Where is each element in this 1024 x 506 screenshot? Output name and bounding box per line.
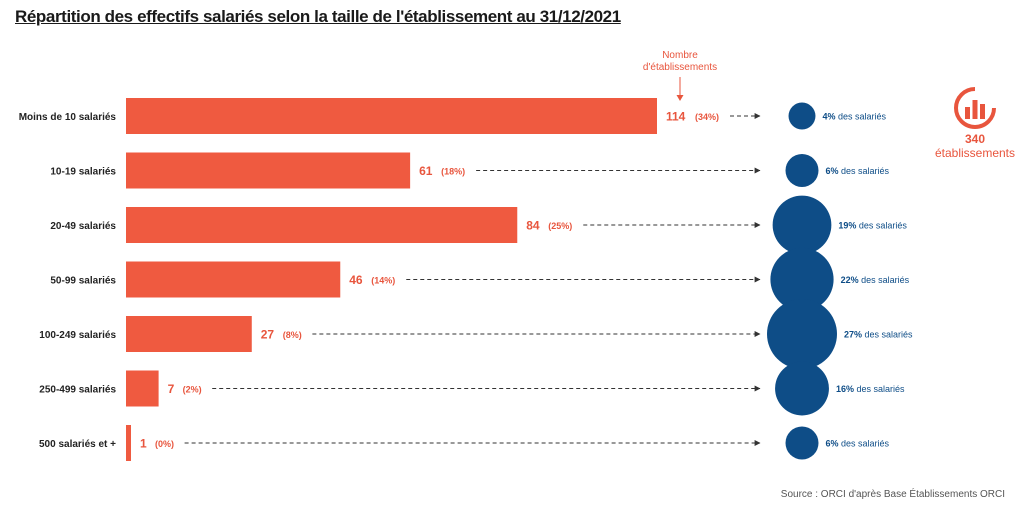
bubble-label-suffix: des salariés <box>839 439 890 449</box>
percent-label: (34%) <box>695 112 719 122</box>
category-label: 250-499 salariés <box>39 385 116 396</box>
bubble-label-percent: 27% <box>844 330 862 340</box>
total-label: établissements <box>934 146 1016 160</box>
bubble <box>785 154 819 187</box>
source-note: Source : ORCI d'après Base Établissement… <box>780 489 1005 500</box>
category-label: 20-49 salariés <box>50 221 116 232</box>
bubble-label-suffix: des salariés <box>862 330 913 340</box>
bar <box>126 261 341 298</box>
bubble-label: 6% des salariés <box>825 166 889 176</box>
bubble-label: 27% des salariés <box>844 330 913 340</box>
total-establishments: 340 établissements <box>930 86 1020 160</box>
total-value: 340 <box>964 132 986 146</box>
value-label: 7 <box>168 382 175 396</box>
category-label: 50-99 salariés <box>50 276 116 287</box>
percent-label: (25%) <box>548 221 572 231</box>
bubble-label-suffix: des salariés <box>854 384 905 394</box>
category-label: Moins de 10 salariés <box>19 112 117 123</box>
annotation-line-2: d'établissements <box>642 62 718 73</box>
bubble-label-percent: 19% <box>838 221 856 231</box>
value-label: 27 <box>261 328 275 342</box>
value-label: 114 <box>666 110 686 124</box>
bar <box>126 207 518 243</box>
bubble-label-percent: 22% <box>841 275 859 285</box>
bubble-label: 16% des salariés <box>836 384 905 394</box>
bubble-label-suffix: des salariés <box>835 112 886 122</box>
bubble-label-suffix: des salariés <box>856 221 907 231</box>
bubble-label-percent: 6% <box>825 439 838 449</box>
bubble-label: 19% des salariés <box>838 221 907 231</box>
bar <box>126 370 159 407</box>
percent-label: (0%) <box>155 439 174 449</box>
bar-annotation: Nombre d'établissements <box>640 50 720 74</box>
bubble-label: 6% des salariés <box>825 439 889 449</box>
bar <box>126 316 252 352</box>
chart-title: Répartition des effectifs salariés selon… <box>15 7 621 26</box>
bubble <box>785 426 819 460</box>
category-label: 500 salariés et + <box>39 439 116 450</box>
value-label: 84 <box>526 219 540 233</box>
value-label: 61 <box>419 164 433 178</box>
bar <box>126 152 411 189</box>
bubble-label: 22% des salariés <box>841 275 910 285</box>
percent-label: (2%) <box>183 385 202 395</box>
percent-label: (8%) <box>283 330 302 340</box>
bubble-label-percent: 16% <box>836 384 854 394</box>
value-label: 1 <box>140 437 147 451</box>
category-label: 10-19 salariés <box>50 167 116 178</box>
percent-label: (18%) <box>441 167 465 177</box>
bubble <box>775 361 829 416</box>
category-label: 100-249 salariés <box>39 330 116 341</box>
bubble <box>788 102 816 130</box>
bubble <box>767 299 837 369</box>
bubble-label-suffix: des salariés <box>839 166 890 176</box>
bubble <box>770 247 834 312</box>
bubble-label-percent: 4% <box>822 112 835 122</box>
bubble-label: 4% des salariés <box>822 112 886 122</box>
bubble-label-percent: 6% <box>825 166 838 176</box>
bar-chart-circle-icon <box>954 86 997 129</box>
percent-label: (14%) <box>371 276 395 286</box>
annotation-line-1: Nombre <box>662 50 698 61</box>
bubble-label-suffix: des salariés <box>859 275 910 285</box>
bubble <box>772 195 832 255</box>
bar <box>126 98 657 134</box>
bar <box>126 425 131 461</box>
value-label: 46 <box>349 273 363 287</box>
annotation-pointer-head <box>676 95 684 101</box>
